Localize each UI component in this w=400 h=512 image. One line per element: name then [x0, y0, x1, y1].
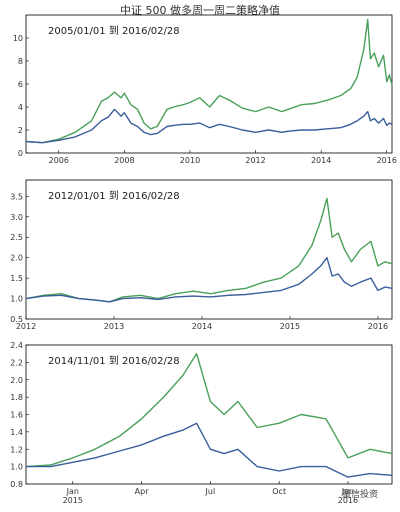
y-tick-label: 0: [18, 149, 23, 158]
x-tick-label: Jul: [205, 487, 216, 496]
series-line-green: [25, 197, 393, 303]
series-line-blue: [26, 422, 393, 478]
x-tick-label: 2014: [192, 322, 212, 331]
series-line-blue: [25, 257, 393, 303]
series-line-blue: [25, 108, 393, 144]
y-tick-label: 2.2: [10, 358, 23, 367]
x-tick-label: 2015: [280, 322, 300, 331]
y-tick-label: 1.8: [10, 393, 23, 402]
y-tick-label: 0.8: [10, 480, 23, 489]
series-line-green: [25, 18, 393, 144]
x-tick-label: 2016: [377, 156, 397, 165]
x-tick-label: Jan: [341, 487, 354, 496]
y-tick-label: 1.6: [10, 411, 23, 420]
y-tick-label: 2.0: [10, 376, 23, 385]
x-tick-label: 2014: [311, 156, 331, 165]
y-tick-label: 3.0: [10, 213, 23, 222]
x-tick-label: 2015: [63, 496, 83, 505]
y-tick-label: 1.0: [10, 295, 23, 304]
y-tick-label: 1.2: [10, 445, 23, 454]
y-tick-label: 2.5: [10, 233, 23, 242]
y-tick-label: 8: [18, 57, 23, 66]
x-tick-label: Jan: [66, 487, 79, 496]
y-tick-label: 4: [18, 103, 23, 112]
y-tick-label: 10: [13, 34, 23, 43]
x-tick-label: Apr: [135, 487, 150, 496]
y-tick-label: 1.5: [10, 274, 23, 283]
chart-title: 中证 500 做多周一周二策略净值: [120, 4, 280, 17]
x-tick-label: 2016: [338, 496, 358, 505]
x-tick-label: 2016: [368, 322, 388, 331]
x-tick-label: 2006: [49, 156, 69, 165]
series-line-green: [25, 353, 393, 468]
x-tick-label: 2012: [16, 322, 36, 331]
watermark-text: 量信投资: [342, 488, 378, 500]
y-tick-label: 3.5: [10, 192, 23, 201]
x-tick-label: 2010: [180, 156, 200, 165]
y-tick-label: 1.0: [10, 463, 23, 472]
x-tick-label: 2012: [245, 156, 265, 165]
x-tick-label: 2013: [104, 322, 124, 331]
plot-frame-2: [25, 179, 393, 320]
y-tick-label: 1.4: [10, 428, 23, 437]
y-tick-label: 2: [18, 126, 23, 135]
y-tick-label: 2.4: [10, 341, 23, 350]
date-range-label: 2012/01/01 到 2016/02/28: [48, 190, 180, 202]
date-range-label: 2014/11/01 到 2016/02/28: [48, 355, 180, 367]
y-tick-label: 6: [18, 80, 23, 89]
x-tick-label: 2008: [114, 156, 134, 165]
y-tick-label: 0.5: [10, 315, 23, 324]
y-tick-label: 2.0: [10, 254, 23, 263]
x-tick-label: Oct: [272, 487, 286, 496]
date-range-label: 2005/01/01 到 2016/02/28: [48, 25, 180, 37]
